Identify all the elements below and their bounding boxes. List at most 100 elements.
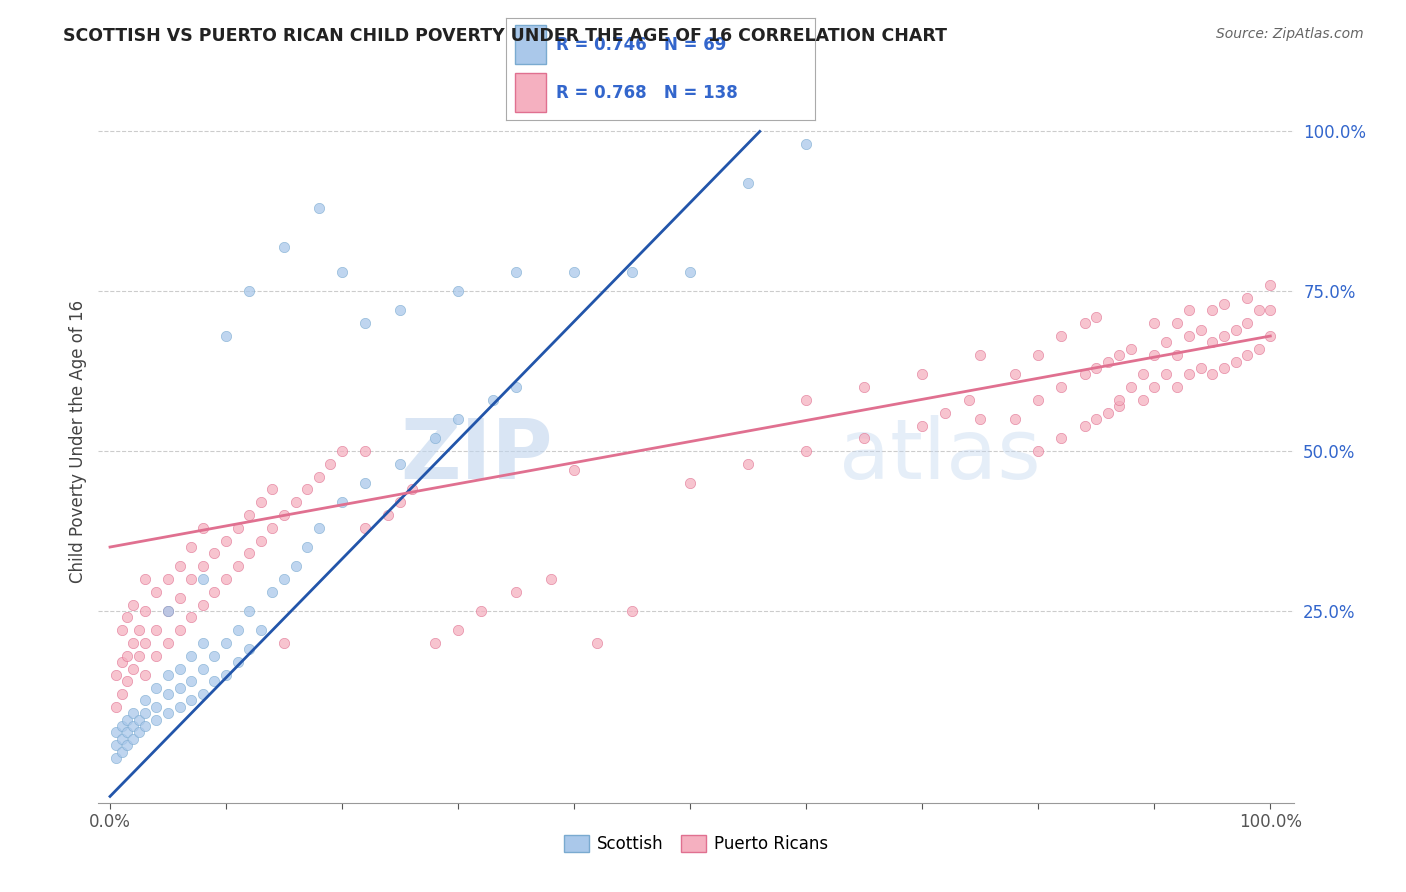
Point bbox=[1201, 303, 1223, 318]
Point bbox=[1050, 329, 1073, 343]
Point bbox=[1178, 329, 1201, 343]
Point bbox=[104, 738, 127, 752]
FancyBboxPatch shape bbox=[516, 73, 547, 112]
Point bbox=[180, 572, 202, 586]
Point bbox=[1085, 310, 1108, 324]
Point bbox=[1026, 348, 1049, 362]
Point bbox=[262, 584, 284, 599]
Point bbox=[505, 380, 527, 394]
Point bbox=[226, 521, 249, 535]
Point bbox=[389, 495, 412, 509]
Point bbox=[226, 559, 249, 574]
Point bbox=[215, 636, 238, 650]
Point bbox=[562, 463, 585, 477]
Point bbox=[1004, 368, 1026, 382]
Point bbox=[104, 725, 127, 739]
Text: R = 0.746   N = 69: R = 0.746 N = 69 bbox=[555, 36, 725, 54]
Point bbox=[117, 648, 139, 663]
Point bbox=[238, 546, 260, 560]
Point bbox=[284, 495, 307, 509]
Point bbox=[204, 546, 226, 560]
Point bbox=[157, 687, 180, 701]
Point bbox=[145, 699, 167, 714]
Point bbox=[117, 738, 139, 752]
Point bbox=[482, 392, 505, 407]
Point bbox=[354, 316, 377, 330]
Point bbox=[1050, 380, 1073, 394]
Point bbox=[250, 623, 273, 637]
Point bbox=[1073, 316, 1095, 330]
Point bbox=[111, 745, 134, 759]
Point bbox=[180, 540, 202, 554]
Point bbox=[104, 668, 127, 682]
Point bbox=[169, 559, 191, 574]
Point bbox=[145, 623, 167, 637]
Point bbox=[145, 584, 167, 599]
Point bbox=[1026, 392, 1049, 407]
Point bbox=[111, 655, 134, 669]
Point bbox=[1166, 316, 1188, 330]
Point bbox=[401, 483, 423, 497]
Point bbox=[737, 457, 759, 471]
Point bbox=[157, 668, 180, 682]
Point bbox=[794, 392, 817, 407]
Point bbox=[117, 610, 139, 624]
Point bbox=[1258, 277, 1281, 292]
Point bbox=[238, 642, 260, 657]
Point bbox=[145, 681, 167, 695]
Point bbox=[1258, 303, 1281, 318]
Point bbox=[180, 648, 202, 663]
Point bbox=[191, 636, 214, 650]
Point bbox=[1225, 354, 1247, 368]
Point bbox=[1097, 406, 1119, 420]
FancyBboxPatch shape bbox=[516, 25, 547, 64]
Point bbox=[122, 731, 145, 746]
Point bbox=[354, 521, 377, 535]
Point bbox=[1154, 368, 1177, 382]
Point bbox=[250, 533, 273, 548]
Point bbox=[1108, 400, 1130, 414]
Point bbox=[215, 668, 238, 682]
Point bbox=[1166, 380, 1188, 394]
Point bbox=[1212, 297, 1234, 311]
Point bbox=[145, 713, 167, 727]
Point bbox=[180, 693, 202, 707]
Point bbox=[1258, 329, 1281, 343]
Point bbox=[1247, 342, 1270, 356]
Point bbox=[238, 508, 260, 522]
Point bbox=[1132, 392, 1154, 407]
Point bbox=[1073, 418, 1095, 433]
Y-axis label: Child Poverty Under the Age of 16: Child Poverty Under the Age of 16 bbox=[69, 300, 87, 583]
Point bbox=[273, 239, 295, 253]
Point bbox=[969, 348, 991, 362]
Point bbox=[934, 406, 956, 420]
Point bbox=[226, 655, 249, 669]
Point bbox=[180, 674, 202, 689]
Point bbox=[969, 412, 991, 426]
Point bbox=[134, 706, 156, 721]
Point bbox=[1097, 354, 1119, 368]
Point bbox=[191, 598, 214, 612]
Point bbox=[262, 483, 284, 497]
Point bbox=[1143, 348, 1166, 362]
Point bbox=[470, 604, 492, 618]
Point bbox=[1004, 412, 1026, 426]
Point bbox=[180, 610, 202, 624]
Point bbox=[284, 559, 307, 574]
Text: R = 0.768   N = 138: R = 0.768 N = 138 bbox=[555, 84, 737, 102]
Point bbox=[679, 265, 702, 279]
Point bbox=[911, 368, 934, 382]
Point bbox=[1085, 412, 1108, 426]
Point bbox=[117, 674, 139, 689]
Point bbox=[1236, 348, 1258, 362]
Text: Source: ZipAtlas.com: Source: ZipAtlas.com bbox=[1216, 27, 1364, 41]
Point bbox=[122, 636, 145, 650]
Point bbox=[238, 285, 260, 299]
Point bbox=[128, 713, 150, 727]
Point bbox=[1143, 380, 1166, 394]
Point bbox=[308, 469, 330, 483]
Point bbox=[1119, 342, 1142, 356]
Point bbox=[122, 719, 145, 733]
Point bbox=[354, 444, 377, 458]
Point bbox=[273, 508, 295, 522]
